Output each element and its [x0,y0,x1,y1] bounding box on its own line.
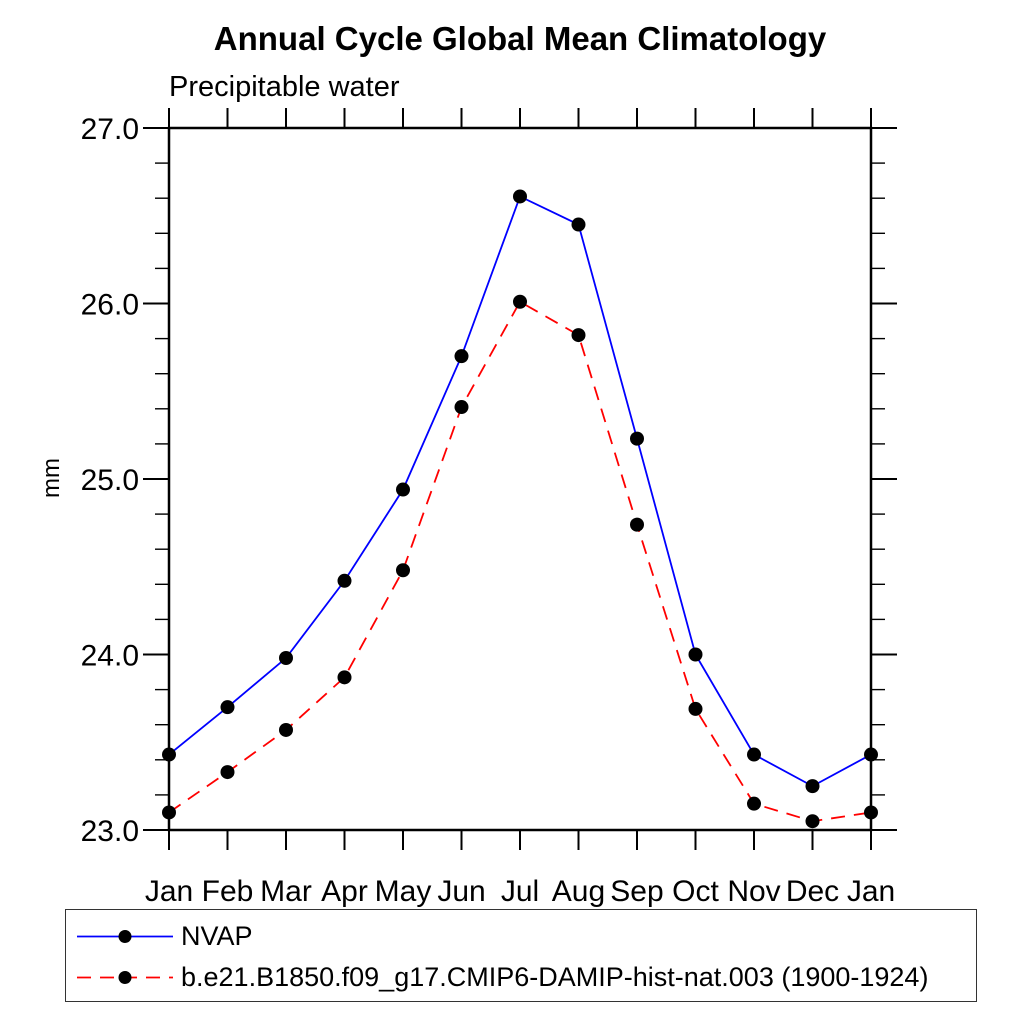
plot-frame [167,126,873,832]
y-tick-label: 23.0 [81,815,139,848]
series-line-0 [168,195,872,788]
data-point-series-0 [630,431,644,446]
x-tick-label: Jan [847,875,895,908]
x-tick-label: Feb [202,875,254,908]
legend-label-nvap: NVAP [181,921,253,951]
data-point-series-0 [454,349,469,364]
chart-subtitle: Precipitable water [169,71,400,103]
x-tick-label: Jun [437,875,485,908]
x-tick-label: Mar [260,875,312,908]
data-point-series-0 [396,482,410,497]
data-point-series-0 [513,189,527,204]
series-line-1 [168,300,872,823]
data-point-series-0 [571,217,586,232]
x-tick-label: Oct [672,875,719,908]
data-point-series-1 [513,294,527,309]
legend-box: NVAP b.e21.B1850.f09_g17.CMIP6-DAMIP-his… [65,909,977,1002]
data-point-series-1 [396,563,410,578]
x-tick-label: Aug [552,875,605,908]
legend-item-model: b.e21.B1850.f09_g17.CMIP6-DAMIP-hist-nat… [73,964,928,991]
data-point-series-1 [688,701,703,716]
data-point-series-1 [747,796,761,811]
chart-title: Annual Cycle Global Mean Climatology [213,20,827,57]
data-point-series-0 [688,647,703,662]
x-tick-label: Dec [786,875,839,908]
data-point-series-0 [747,747,761,762]
y-axis: 23.0 24.0 25.0 26.0 27.0 [81,113,897,848]
x-tick-label: Nov [727,875,780,908]
data-point-series-1 [454,400,469,415]
y-tick-label: 24.0 [81,640,139,673]
data-point-series-0 [220,700,235,715]
data-point-series-1 [805,814,820,829]
y-tick-label: 26.0 [81,289,139,322]
legend-marker-dot-icon [118,930,132,943]
legend-swatch-model-line-icon [77,971,173,984]
x-axis: Jan Feb Mar Apr May Jun Jul Aug Sep Oct Nov Dec Jan [145,108,895,908]
data-point-series-1 [220,765,235,780]
x-tick-label: Sep [610,875,663,908]
data-point-series-0 [864,747,878,762]
legend-swatch-nvap-line-icon [77,930,173,943]
data-point-series-1 [571,328,586,343]
data-point-series-0 [805,779,820,794]
x-tick-label: May [375,875,432,908]
y-tick-label: 27.0 [81,113,139,146]
data-point-series-0 [279,651,293,666]
x-tick-label: Apr [321,875,368,908]
x-tick-label: Jan [145,875,193,908]
data-point-series-1 [630,517,644,532]
data-point-series-0 [162,747,176,762]
data-point-series-1 [162,805,176,820]
legend-label-model: b.e21.B1850.f09_g17.CMIP6-DAMIP-hist-nat… [181,962,929,992]
legend-marker-dot-icon [118,971,132,984]
data-point-series-0 [337,573,352,588]
x-tick-label: Jul [501,875,539,908]
data-point-series-1 [337,670,352,685]
legend-item-nvap: NVAP [73,923,253,950]
y-tick-label: 25.0 [81,464,139,497]
data-point-series-1 [864,805,878,820]
data-point-series-1 [279,722,293,737]
